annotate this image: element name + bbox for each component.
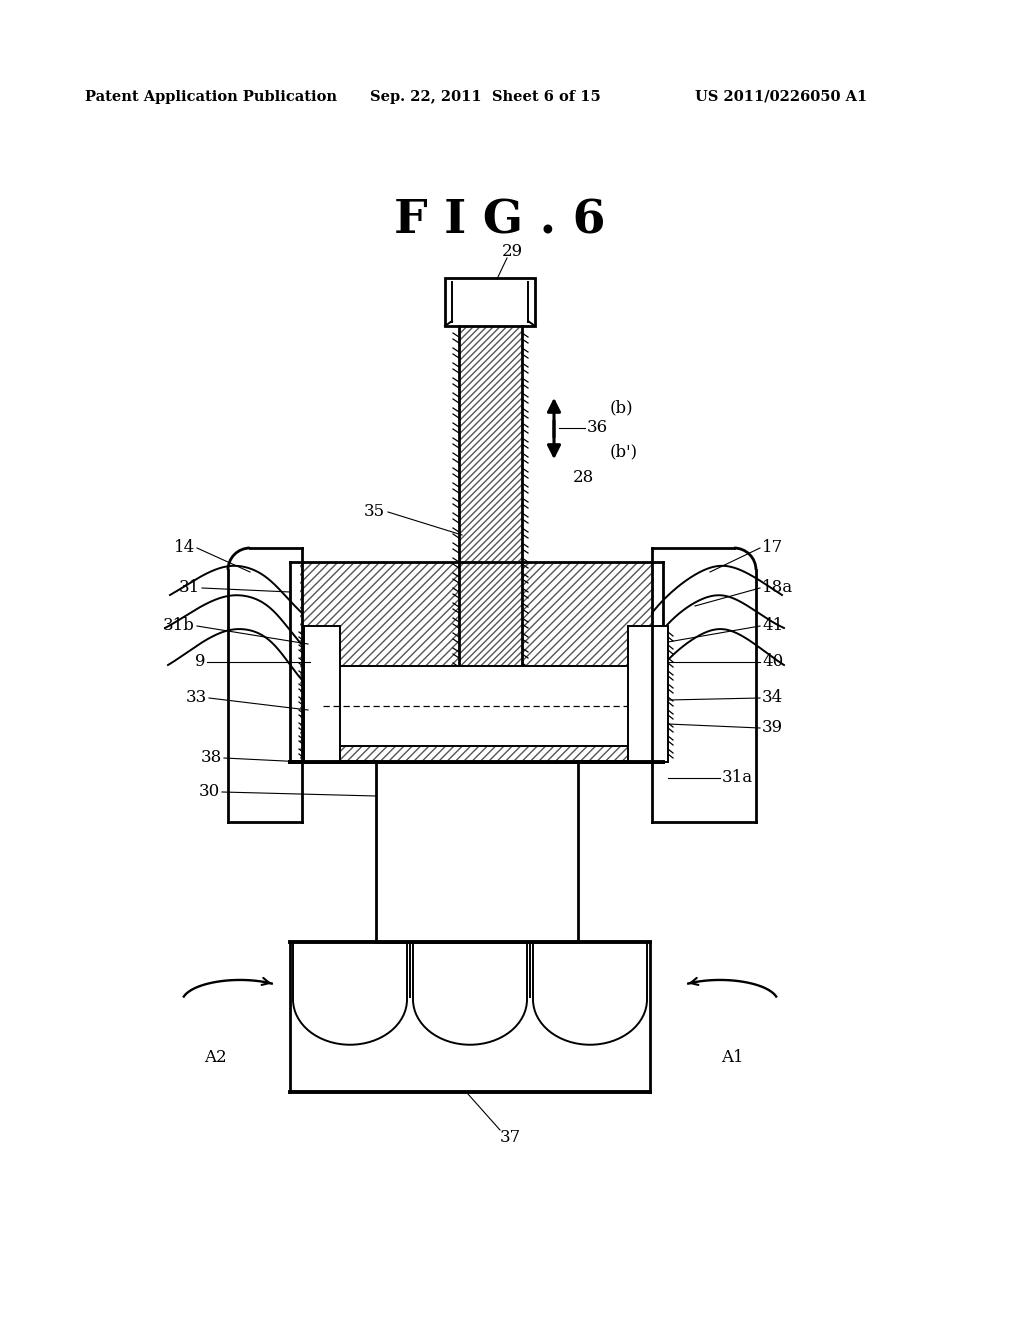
Text: 31b: 31b	[163, 618, 195, 635]
Bar	[445, 279, 535, 326]
Text: US 2011/0226050 A1: US 2011/0226050 A1	[695, 90, 867, 104]
Bar	[304, 626, 340, 762]
Bar	[459, 326, 522, 711]
Text: 37: 37	[500, 1130, 520, 1147]
Text: 31a: 31a	[722, 770, 753, 787]
Text: (b'): (b')	[610, 444, 638, 461]
Text: 30: 30	[199, 784, 220, 800]
Text: Sep. 22, 2011  Sheet 6 of 15: Sep. 22, 2011 Sheet 6 of 15	[370, 90, 601, 104]
Bar	[230, 550, 300, 820]
Text: 36: 36	[587, 420, 608, 437]
Text: (b): (b)	[610, 400, 634, 417]
Text: 9: 9	[195, 653, 205, 671]
Text: 14: 14	[174, 540, 195, 557]
Text: 38: 38	[201, 750, 222, 767]
Text: 40: 40	[762, 653, 783, 671]
Text: F I G . 6: F I G . 6	[394, 198, 606, 244]
Text: 41: 41	[762, 618, 783, 635]
Text: 28: 28	[573, 470, 594, 487]
Text: 18a: 18a	[762, 579, 794, 597]
Text: 35: 35	[364, 503, 385, 520]
Text: 31: 31	[179, 579, 200, 597]
Bar	[628, 626, 668, 762]
Text: 39: 39	[762, 719, 783, 737]
Text: A1: A1	[721, 1049, 743, 1067]
Text: Patent Application Publication: Patent Application Publication	[85, 90, 337, 104]
Text: 33: 33	[185, 689, 207, 706]
Bar	[628, 626, 668, 762]
Bar	[654, 550, 754, 820]
Text: 17: 17	[762, 540, 783, 557]
Bar	[290, 562, 663, 762]
Text: 29: 29	[502, 243, 522, 260]
Text: 34: 34	[762, 689, 783, 706]
Text: A2: A2	[204, 1049, 226, 1067]
Bar	[318, 667, 632, 746]
Bar	[376, 762, 578, 942]
Bar	[459, 326, 522, 711]
Bar	[290, 562, 663, 762]
